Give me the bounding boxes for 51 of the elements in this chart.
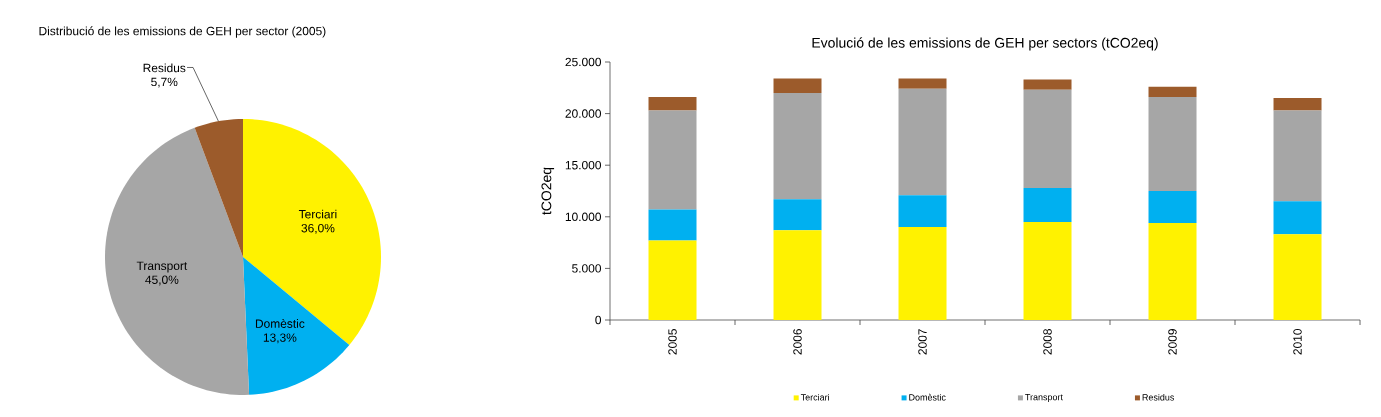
bar <box>1273 234 1322 320</box>
bar <box>1148 191 1197 223</box>
bar <box>1273 201 1322 235</box>
bar <box>1273 98 1322 111</box>
bar <box>898 227 947 320</box>
bar <box>1023 89 1072 188</box>
x-tick-label: 2008 <box>1043 329 1052 355</box>
bar <box>773 230 822 320</box>
chart-title: Distribució de les emissions de GEH per sector (2005) <box>39 26 326 38</box>
bar <box>773 199 822 231</box>
legend-label: Residus <box>1142 393 1174 401</box>
y-tick-label: 0 <box>595 315 602 325</box>
legend-label: Transport <box>1025 394 1063 403</box>
data-label: 13,3% <box>263 333 297 344</box>
bar <box>1273 110 1322 202</box>
data-label: 5,7% <box>151 77 178 88</box>
bar <box>1148 222 1197 320</box>
bar <box>648 110 697 210</box>
x-tick-label: 2007 <box>918 329 927 355</box>
y-tick-label: 5.000 <box>572 264 602 273</box>
bar <box>898 78 947 89</box>
legend-label: Terciari <box>800 393 829 401</box>
data-label: 45,0% <box>145 275 179 286</box>
y-tick-label: 15.000 <box>565 160 602 170</box>
x-tick-label: 2009 <box>1168 329 1177 355</box>
bar <box>898 88 947 196</box>
bar <box>1023 79 1072 90</box>
slice-label: Residus <box>143 63 186 73</box>
y-tick-label: 25.000 <box>565 57 602 67</box>
bar <box>1148 86 1197 98</box>
x-tick-label: 2006 <box>793 329 802 355</box>
slice-label: Terciari <box>298 209 337 219</box>
bar <box>648 240 697 320</box>
bar <box>1148 97 1197 191</box>
bar <box>773 78 822 93</box>
x-tick-label: 2005 <box>668 329 677 355</box>
x-tick-label: 2010 <box>1293 328 1302 355</box>
bar <box>648 97 697 111</box>
bar <box>648 209 697 241</box>
slice-label: Domèstic <box>255 318 305 328</box>
data-label: 36,0% <box>301 223 335 234</box>
bar <box>1023 187 1072 222</box>
y-axis-title: tCO2eq <box>541 167 555 215</box>
legend-label: Domèstic <box>909 393 946 401</box>
bar <box>773 92 822 200</box>
bar <box>1023 221 1072 320</box>
chart-title: Evolució de les emissions de GEH per sectors (tCO2eq) <box>812 37 1158 51</box>
bar <box>898 195 947 228</box>
y-tick-label: 20.000 <box>565 109 602 118</box>
slice-label: Transport <box>136 261 188 273</box>
y-tick-label: 10.000 <box>565 212 602 222</box>
